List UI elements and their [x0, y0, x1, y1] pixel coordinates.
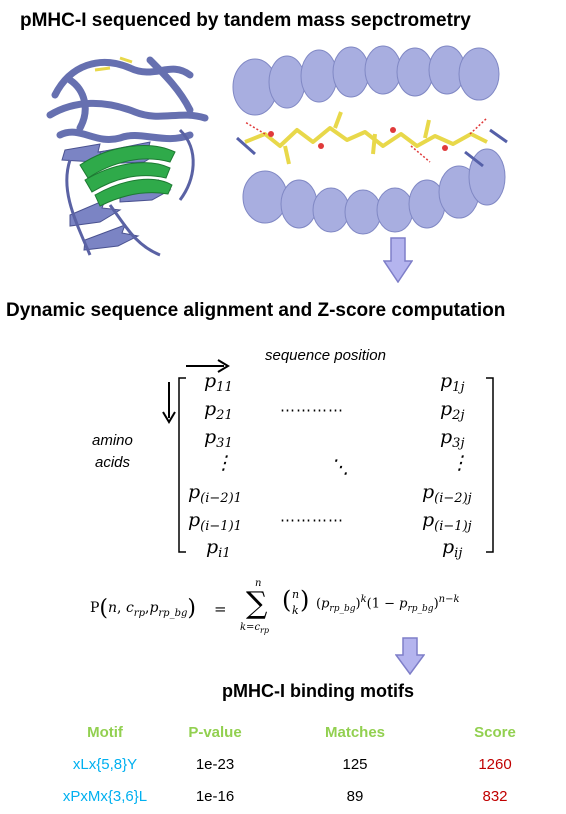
matrix-entry-pi1-j: p(i−1)j [422, 509, 472, 534]
row-axis-label-1: amino [92, 432, 133, 449]
matrix-entry-p31: p31 [204, 426, 233, 451]
binomial-formula: P(n, crp,prp_bg) [90, 596, 196, 621]
down-arrow-small-icon [162, 382, 176, 424]
section-title-alignment: Dynamic sequence alignment and Z-score c… [6, 300, 506, 321]
matrix-vdots-right: ⋮ [450, 452, 469, 474]
matrix-entry-pi1: pi1 [206, 536, 231, 561]
header-pvalue: P-value [188, 723, 242, 741]
score-cell: 1260 [478, 755, 512, 773]
formula-binom-n: n [292, 588, 300, 601]
formula-binom: ( [282, 586, 292, 614]
formula-equals: = [214, 600, 227, 618]
matrix-entry-p11: p11 [204, 370, 233, 395]
matrix-entry-p1j: p1j [440, 370, 465, 395]
matrix-entry-pi2-j: p(i−2)j [422, 481, 472, 506]
table-row: xLx{5,8}Y 1e-23 125 1260 [60, 748, 560, 780]
matches-cell: 125 [342, 755, 368, 773]
matrix-hdots-top: ⋯⋯⋯⋯ [280, 401, 344, 419]
motif-table: Motif P-value Matches Score xLx{5,8}Y 1e… [60, 716, 560, 812]
down-arrow-icon [383, 237, 413, 283]
header-motif: Motif [87, 723, 123, 741]
motif-cell: xLx{5,8}Y [72, 755, 138, 773]
formula-binom-close: ) [300, 586, 310, 614]
matrix-ddots: ⋱ [330, 456, 349, 478]
matrix-entry-pi2-1: p(i−2)1 [188, 481, 242, 506]
table-row: xPxMx{3,6}L 1e-16 89 832 [60, 780, 560, 812]
section-title-motifs: pMHC-I binding motifs [222, 681, 414, 701]
row-axis-label-2: acids [95, 454, 131, 471]
formula-terms: (prp_bg)k(1 − prp_bg)n−k [316, 594, 460, 614]
matrix-entry-p21: p21 [204, 398, 233, 423]
matrix-entry-pi1-1: p(i−1)1 [188, 509, 242, 534]
matrix-vdots-left: ⋮ [214, 452, 233, 474]
matrix-brackets [178, 377, 494, 553]
matches-cell: 89 [346, 787, 364, 805]
pmhc-structure-image [46, 56, 209, 257]
motif-cell: xPxMx{3,6}L [62, 787, 148, 805]
matrix-entry-pij: pij [442, 536, 463, 561]
peptide-groove-image [232, 45, 508, 235]
header-score: Score [474, 723, 516, 741]
formula-binom-k: k [292, 604, 299, 617]
matrix-entry-p2j: p2j [440, 398, 465, 423]
matrix-hdots-bottom: ⋯⋯⋯⋯ [280, 511, 344, 529]
section-title-ms: pMHC-I sequenced by tandem mass sepctrom… [20, 10, 471, 31]
right-arrow-icon [186, 359, 230, 373]
score-cell: 832 [482, 787, 508, 805]
formula-sum-upper: n [255, 578, 262, 589]
formula-sum-lower: k=crp [240, 622, 269, 635]
table-header-row: Motif P-value Matches Score [60, 716, 560, 748]
formula-sum-sign: ∑ [246, 586, 268, 621]
pvalue-cell: 1e-16 [195, 787, 235, 805]
matrix-entry-p3j: p3j [440, 426, 465, 451]
header-matches: Matches [324, 723, 386, 741]
pvalue-cell: 1e-23 [195, 755, 235, 773]
down-arrow-icon-2 [395, 637, 425, 675]
column-axis-label: sequence position [265, 347, 386, 364]
